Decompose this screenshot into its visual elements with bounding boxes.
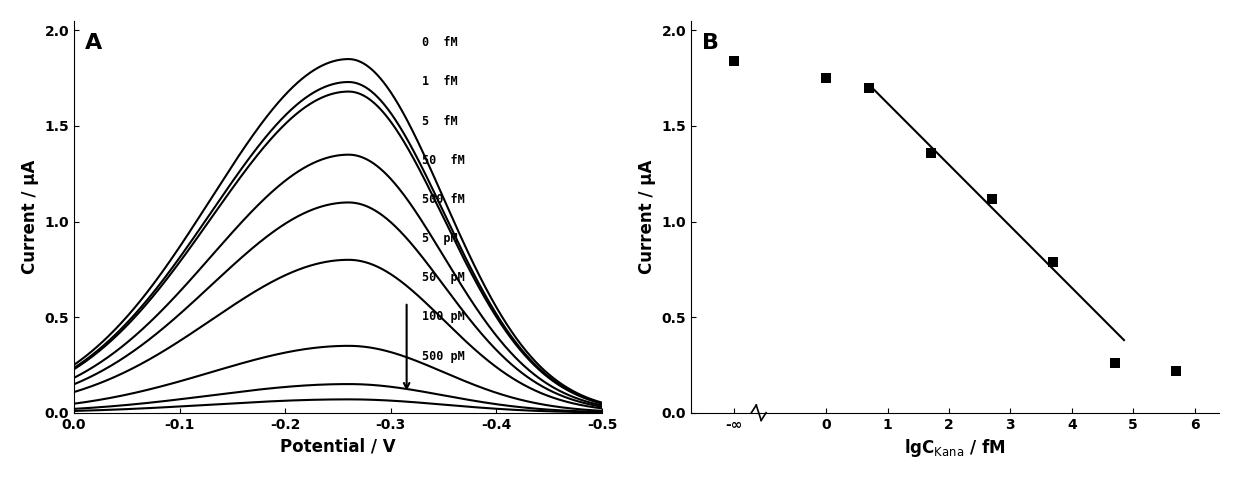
Text: 50  fM: 50 fM	[423, 154, 465, 167]
Point	[1044, 258, 1064, 265]
Point	[816, 74, 836, 82]
X-axis label: lgC$_{\rm Kana}$ / fM: lgC$_{\rm Kana}$ / fM	[904, 437, 1006, 459]
Text: B: B	[702, 33, 719, 53]
Point	[982, 195, 1002, 203]
X-axis label: Potential / V: Potential / V	[280, 437, 396, 455]
Point	[724, 57, 744, 65]
Text: 1  fM: 1 fM	[423, 75, 458, 88]
Text: 5  pM: 5 pM	[423, 232, 458, 245]
Point	[1105, 359, 1125, 367]
Text: 500 fM: 500 fM	[423, 193, 465, 206]
Text: A: A	[84, 33, 102, 53]
Text: 5  fM: 5 fM	[423, 115, 458, 128]
Text: 500 pM: 500 pM	[423, 349, 465, 363]
Y-axis label: Current / μA: Current / μA	[21, 160, 38, 274]
Point	[920, 149, 940, 156]
Y-axis label: Current / μA: Current / μA	[639, 160, 656, 274]
Text: 100 pM: 100 pM	[423, 311, 465, 324]
Point	[859, 84, 879, 92]
Text: 50  pM: 50 pM	[423, 271, 465, 284]
Point	[1167, 367, 1187, 374]
Text: 0  fM: 0 fM	[423, 36, 458, 49]
